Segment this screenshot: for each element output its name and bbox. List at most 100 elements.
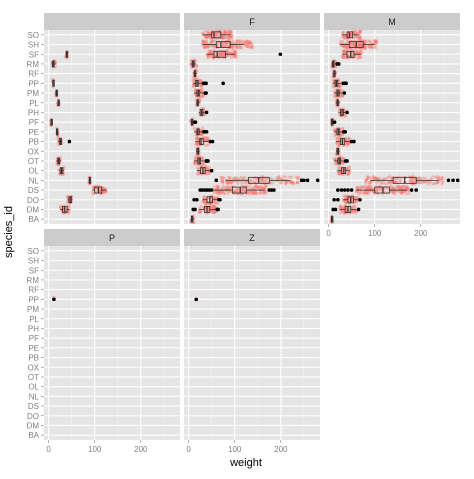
jitter-point (224, 42, 228, 46)
jitter-point (226, 191, 230, 196)
jitter-point (227, 189, 231, 193)
jitter-point (242, 176, 246, 181)
jitter-point (207, 49, 211, 54)
jitter-point (333, 132, 337, 136)
jitter-point (220, 186, 224, 190)
jitter-point (252, 180, 257, 184)
jitter-point (238, 45, 242, 50)
outlier-point (221, 81, 225, 86)
facet-panel-M: M (324, 13, 460, 225)
jitter-point (429, 178, 433, 182)
jitter-point (406, 185, 410, 190)
jitter-point (394, 185, 398, 189)
jitter-point (333, 133, 337, 138)
jitter-point (366, 184, 370, 189)
outlier-point (336, 197, 340, 202)
jitter-point (342, 45, 347, 49)
outlier-point (206, 159, 210, 163)
jitter-point (212, 210, 216, 215)
jitter-point (435, 181, 440, 185)
jitter-point (246, 191, 250, 196)
jitter-point (335, 141, 339, 145)
jitter-point (333, 90, 337, 94)
jitter-point (374, 40, 378, 44)
jitter-point (335, 137, 339, 141)
jitter-point (192, 126, 196, 130)
box-PB (335, 136, 356, 148)
jitter-point (195, 137, 200, 141)
jitter-point (367, 44, 371, 49)
jitter-point (243, 44, 247, 48)
jitter-point (340, 39, 345, 43)
y-tick-label: PP (28, 295, 39, 304)
jitter-point (360, 42, 364, 46)
jitter-point (355, 35, 359, 39)
jitter-point (230, 34, 234, 38)
jitter-point (355, 189, 359, 193)
facet-strip (184, 13, 320, 30)
jitter-point (56, 137, 60, 141)
jitter-point (358, 50, 362, 54)
jitter-point (199, 132, 203, 136)
jitter-point (365, 192, 369, 196)
jitter-point (220, 44, 225, 48)
jitter-point (418, 176, 422, 180)
outlier-point (451, 178, 455, 183)
jitter-point (236, 187, 240, 191)
jitter-point (382, 181, 386, 185)
jitter-point (218, 51, 222, 56)
jitter-point (290, 181, 294, 185)
jitter-point (359, 51, 363, 55)
jitter-point (338, 84, 342, 88)
jitter-point (374, 39, 378, 43)
jitter-point (344, 49, 348, 54)
x-tick-label: 0 (326, 229, 331, 238)
jitter-point (374, 42, 378, 46)
jitter-point (208, 35, 212, 39)
jitter-point (368, 175, 373, 180)
jitter-point (265, 176, 269, 180)
jitter-point (342, 36, 347, 40)
jitter-point (288, 180, 293, 184)
jitter-point (199, 133, 203, 137)
x-tick-label: 100 (88, 445, 102, 454)
jitter-point (398, 186, 403, 190)
outlier-point (414, 188, 419, 192)
jitter-point (373, 39, 377, 43)
jitter-point (404, 186, 409, 191)
jitter-point (209, 40, 214, 44)
jitter-point (342, 211, 346, 215)
jitter-point (351, 210, 355, 214)
jitter-point (370, 46, 374, 50)
jitter-point (278, 177, 282, 181)
jitter-point (384, 176, 388, 181)
jitter-point (369, 44, 374, 49)
y-axis-title: species_id (3, 206, 15, 258)
jitter-point (357, 32, 361, 36)
jitter-point (237, 39, 242, 43)
y-tick-label: OX (27, 147, 39, 156)
jitter-point (332, 78, 336, 83)
jitter-point (398, 180, 402, 184)
jitter-point (373, 176, 377, 180)
y-tick-label: DM (27, 205, 40, 214)
jitter-point (284, 180, 289, 184)
jitter-point (234, 189, 238, 193)
jitter-point (194, 128, 198, 132)
jitter-point (257, 191, 261, 195)
jitter-point (375, 177, 379, 181)
jitter-point (332, 157, 337, 162)
jitter-point (223, 31, 227, 36)
jitter-point (209, 44, 213, 48)
jitter-point (337, 172, 341, 176)
jitter-point (59, 205, 63, 209)
jitter-point (265, 178, 269, 182)
jitter-point (418, 181, 422, 185)
jitter-point (396, 185, 400, 189)
box-SO (341, 29, 363, 41)
jitter-point (258, 177, 262, 181)
jitter-point (344, 194, 348, 198)
jitter-point (340, 93, 345, 98)
jitter-point (248, 40, 252, 44)
jitter-point (375, 176, 379, 180)
